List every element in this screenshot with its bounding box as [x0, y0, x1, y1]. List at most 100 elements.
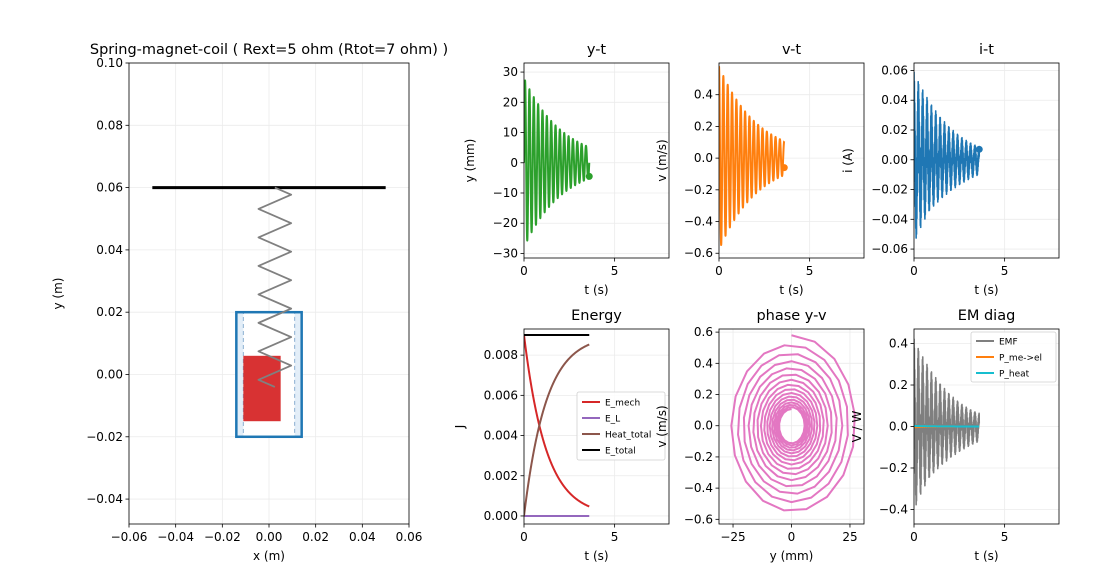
plot-marks: [730, 334, 856, 512]
legend-label: EMF: [999, 338, 1018, 348]
y-tick-label: 0.0: [694, 419, 713, 433]
y-tick-label: 0.08: [96, 118, 123, 132]
x-tick-label: 0.04: [349, 530, 376, 544]
y-tick-label: 10: [503, 126, 518, 140]
y-tick-label: −0.02: [86, 430, 123, 444]
plot-marks: [524, 79, 593, 242]
axes-decorations: −25 0 25 −0.6 −0.4 −0.2 0.0 0.2 0.4 0.6 phase y-v y…: [655, 308, 865, 563]
plot-marks: [524, 334, 591, 517]
chart-energy: 0 5 0.000 0.002 0.004 0.006 0.008 Energy t (s) J E…: [453, 308, 670, 563]
axes-decorations: 0 5 −0.4 −0.2 0.0 0.2 0.4 EM diag t (s) V / W EMF P…: [850, 308, 1060, 563]
axes-decorations: 0 5 −0.6 −0.4 −0.2 0.0 0.2 0.4 v-t t (s) v (m/s): [655, 42, 865, 297]
x-tick-label: −0.04: [157, 530, 194, 544]
y-tick-label: 0.2: [889, 378, 908, 392]
x-tick-label: 0: [910, 264, 918, 278]
y-tick-label: −0.6: [684, 512, 713, 526]
series-y: [524, 79, 591, 242]
y-axis-label: y (mm): [463, 139, 477, 183]
axes-decorations: 0 5 −30 −20 −10 0 10 20 30 y-t t (s) y (mm): [463, 42, 670, 297]
chart-em: 0 5 −0.4 −0.2 0.0 0.2 0.4 EM diag t (s) V / W EMF P…: [850, 308, 1060, 563]
y-axis-label: y (m): [51, 278, 65, 310]
y-tick-label: 0.4: [694, 356, 713, 370]
plot-marks: [152, 186, 386, 439]
y-tick-label: 0.2: [694, 119, 713, 133]
y-tick-label: 0.06: [96, 181, 123, 195]
chart-title: Energy: [571, 308, 622, 324]
y-tick-label: −0.6: [684, 246, 713, 260]
chart-title: y-t: [587, 42, 607, 58]
legend: E_mech E_L Heat_total E_total: [576, 391, 666, 461]
axes-frame: [523, 62, 670, 259]
chart-v-t: 0 5 −0.6 −0.4 −0.2 0.0 0.2 0.4 v-t t (s) v (m/s): [655, 42, 865, 297]
plot-marks: [719, 65, 788, 247]
spring: [257, 186, 293, 388]
series-v: [719, 65, 786, 247]
legend-label: E_L: [605, 415, 620, 425]
end-marker: [585, 172, 593, 180]
chart-scene: −0.06 −0.04 −0.02 0.00 0.02 0.04 0.06 −0.04 −0.0…: [51, 42, 448, 563]
y-tick-label: 0.04: [881, 93, 908, 107]
y-tick-label: 0: [510, 156, 518, 170]
y-tick-label: 0.6: [694, 325, 713, 339]
y-tick-label: 0.000: [484, 509, 518, 523]
x-axis-label: x (m): [253, 549, 285, 563]
x-tick-label: 0.00: [256, 530, 283, 544]
legend: EMF P_me->el P_heat: [970, 331, 1057, 383]
y-tick-label: 0.008: [484, 348, 518, 362]
x-tick-label: −0.02: [204, 530, 241, 544]
x-tick-label: 5: [611, 530, 619, 544]
y-tick-label: 0.004: [484, 429, 518, 443]
series-E_mech: [524, 334, 591, 508]
chart-y-t: 0 5 −30 −20 −10 0 10 20 30 y-t t (s) y (mm): [463, 42, 670, 297]
y-tick-label: 0.04: [96, 243, 123, 257]
y-tick-label: 30: [503, 65, 518, 79]
x-tick-label: 25: [842, 530, 857, 544]
y-tick-label: −0.02: [871, 183, 908, 197]
x-axis-label: t (s): [779, 283, 803, 297]
x-tick-label: 5: [1001, 264, 1009, 278]
y-tick-label: 0.002: [484, 469, 518, 483]
axes-frame: [718, 62, 865, 259]
y-tick-label: −0.2: [684, 450, 713, 464]
y-tick-label: −0.04: [86, 492, 123, 506]
y-tick-label: 0.006: [484, 388, 518, 402]
y-tick-label: −0.4: [879, 502, 908, 516]
y-axis-label: v (m/s): [655, 139, 669, 181]
y-tick-label: 0.0: [889, 420, 908, 434]
legend-label: P_heat: [999, 370, 1030, 380]
axes-decorations: −0.06 −0.04 −0.02 0.00 0.02 0.04 0.06 −0.04 −0.0…: [51, 42, 448, 563]
y-axis-label: V / W: [850, 410, 864, 442]
chart-title: i-t: [979, 42, 994, 58]
series-Heat_total: [524, 343, 591, 517]
y-axis-label: J: [453, 425, 467, 430]
x-tick-label: 0: [520, 530, 528, 544]
y-tick-label: −0.4: [684, 481, 713, 495]
y-tick-label: 0.0: [694, 151, 713, 165]
x-tick-label: 0: [520, 264, 528, 278]
legend-frame: [576, 391, 666, 461]
chart-title: Spring-magnet-coil ( Rext=5 ohm (Rtot=7 …: [90, 42, 448, 58]
x-tick-label: −0.06: [111, 530, 148, 544]
x-tick-label: −25: [720, 530, 745, 544]
legend-label: E_mech: [605, 399, 640, 409]
legend-frame: [970, 331, 1057, 383]
x-tick-label: 0: [910, 530, 918, 544]
series-i: [914, 71, 981, 239]
y-tick-label: 0.00: [96, 367, 123, 381]
axes-frame: [523, 328, 670, 525]
x-axis-label: t (s): [584, 549, 608, 563]
coil-outline: [235, 310, 303, 439]
y-tick-label: 20: [503, 95, 518, 109]
x-tick-label: 0: [715, 264, 723, 278]
y-tick-label: −30: [493, 246, 518, 260]
magnet: [243, 355, 281, 422]
x-axis-label: t (s): [974, 549, 998, 563]
x-tick-label: 5: [1001, 530, 1009, 544]
legend-label: P_me->el: [999, 354, 1042, 364]
chart-title: v-t: [782, 42, 801, 58]
chart-phase: −25 0 25 −0.6 −0.4 −0.2 0.0 0.2 0.4 0.6 phase y-v y…: [655, 308, 865, 563]
y-tick-label: −10: [493, 186, 518, 200]
plot-marks: [914, 71, 983, 239]
x-tick-label: 0.02: [302, 530, 329, 544]
